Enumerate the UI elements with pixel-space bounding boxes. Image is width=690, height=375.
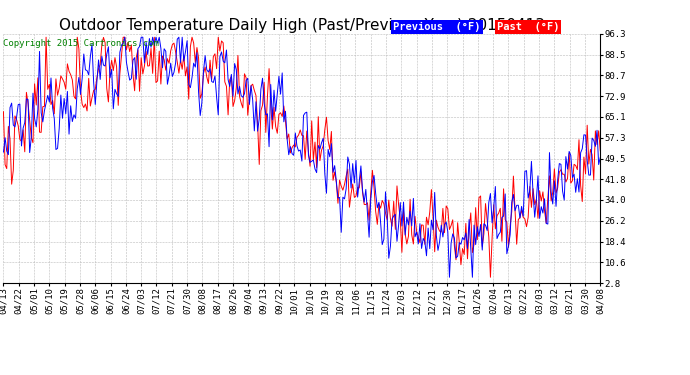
- Text: Copyright 2015 Cartronics.com: Copyright 2015 Cartronics.com: [3, 39, 159, 48]
- Text: Past  (°F): Past (°F): [497, 22, 560, 32]
- Title: Outdoor Temperature Daily High (Past/Previous Year) 20150413: Outdoor Temperature Daily High (Past/Pre…: [59, 18, 545, 33]
- Text: Previous  (°F): Previous (°F): [393, 22, 481, 32]
